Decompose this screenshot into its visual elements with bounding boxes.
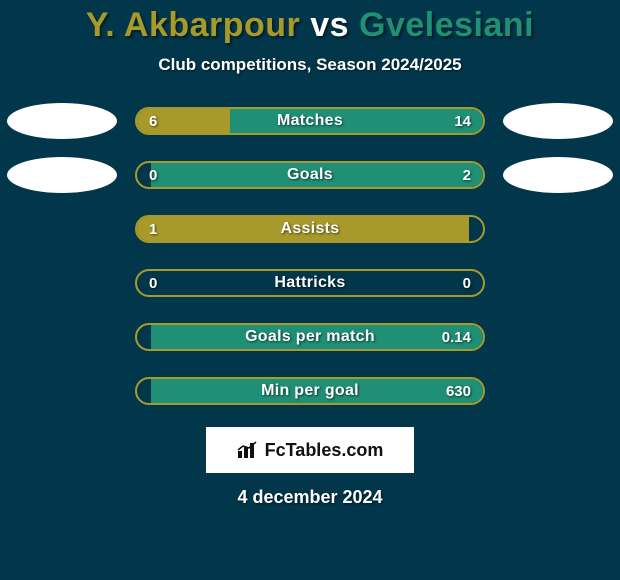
comparison-card: Y. Akbarpour vs Gvelesiani Club competit… (0, 0, 620, 580)
stat-row: Min per goal630 (0, 373, 620, 409)
player1-avatar (7, 157, 117, 193)
stat-bar: Hattricks0 0 (135, 269, 485, 297)
stat-rows: Matches614Goals02Assists1Hattricks00Goal… (0, 103, 620, 409)
stat-value-right: 0 (463, 271, 471, 295)
brand-logo-text: FcTables.com (265, 440, 384, 461)
stat-value-right: 630 (446, 379, 471, 403)
stat-row: Goals0 2 (0, 157, 620, 193)
stat-value-right: 14 (454, 109, 471, 133)
player1-avatar (7, 103, 117, 139)
title-player1: Y. Akbarpour (86, 6, 300, 44)
player2-avatar (503, 157, 613, 193)
stat-bar: Goals per match0.14 (135, 323, 485, 351)
title-vs: vs (310, 6, 349, 44)
page-subtitle: Club competitions, Season 2024/2025 (158, 55, 461, 75)
stat-value-right: 2 (463, 163, 471, 187)
stat-row: Hattricks0 0 (0, 265, 620, 301)
stat-bar: Min per goal630 (135, 377, 485, 405)
stat-row: Goals per match0.14 (0, 319, 620, 355)
stat-label: Goals (137, 163, 483, 187)
footer-date: 4 december 2024 (237, 487, 382, 508)
stat-value-left: 1 (149, 217, 157, 241)
player2-avatar (503, 103, 613, 139)
stat-row: Matches6 14 (0, 103, 620, 139)
stat-label: Matches (137, 109, 483, 133)
chart-icon (237, 441, 259, 459)
stat-bar: Matches6 14 (135, 107, 485, 135)
stat-bar: Goals0 2 (135, 161, 485, 189)
stat-value-left: 6 (149, 109, 157, 133)
page-title: Y. Akbarpour vs Gvelesiani (86, 6, 534, 45)
stat-label: Assists (137, 217, 483, 241)
stat-value-left: 0 (149, 163, 157, 187)
brand-logo: FcTables.com (206, 427, 414, 473)
stat-row: Assists1 (0, 211, 620, 247)
stat-label: Hattricks (137, 271, 483, 295)
stat-value-left: 0 (149, 271, 157, 295)
stat-value-right: 0.14 (442, 325, 471, 349)
title-player2: Gvelesiani (359, 6, 534, 44)
stat-label: Goals per match (137, 325, 483, 349)
stat-label: Min per goal (137, 379, 483, 403)
stat-bar: Assists1 (135, 215, 485, 243)
